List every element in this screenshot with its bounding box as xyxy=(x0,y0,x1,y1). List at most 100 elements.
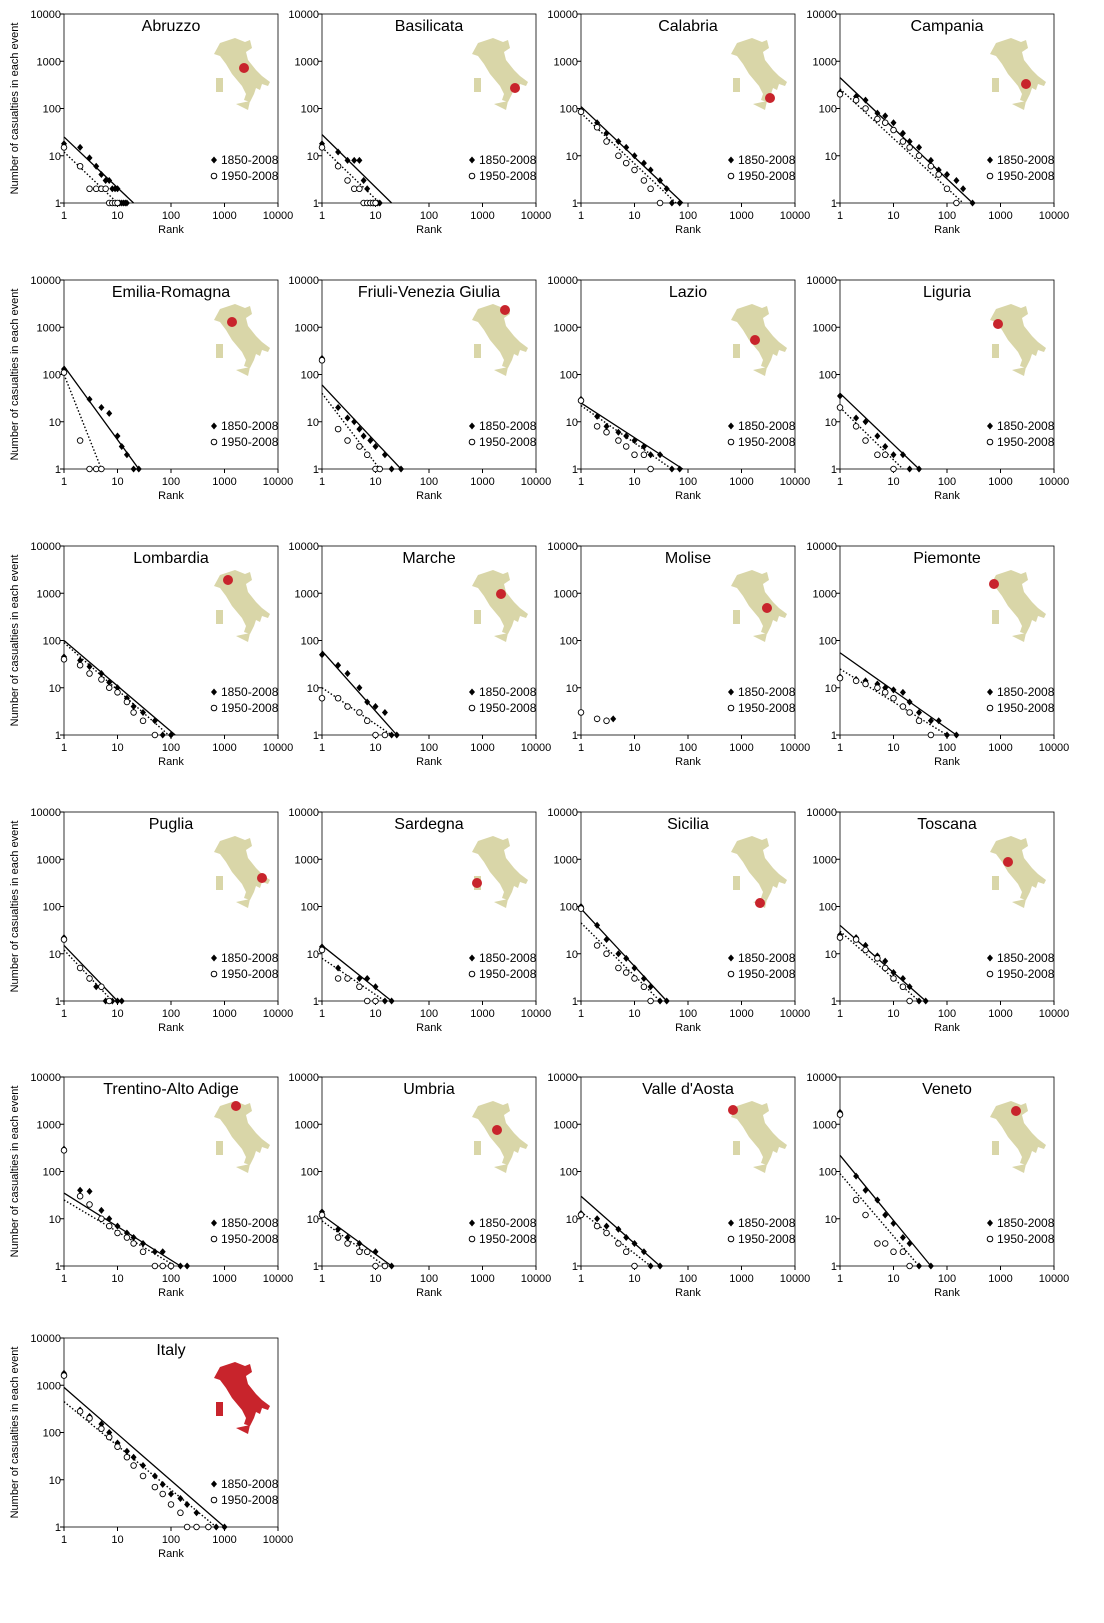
point xyxy=(874,432,881,440)
point xyxy=(318,144,326,151)
point xyxy=(177,1262,184,1270)
map-mainland xyxy=(990,304,1046,368)
y-tick-label: 10 xyxy=(566,417,578,429)
map-mainland xyxy=(990,38,1046,102)
point xyxy=(594,412,601,420)
panel: Italy 1 10 100 1000 10000 1 10 100 1000 10000 Rank N… xyxy=(9,1333,293,1560)
x-tick-label: 10 xyxy=(628,742,640,754)
point xyxy=(393,731,400,739)
y-tick-label: 1000 xyxy=(554,854,578,866)
fit-line xyxy=(63,1401,217,1528)
point xyxy=(668,465,675,473)
legend-label: 1850-2008 xyxy=(997,1216,1055,1230)
point xyxy=(193,1509,200,1517)
legend-label: 1950-2008 xyxy=(997,967,1055,981)
point xyxy=(381,1262,389,1270)
point xyxy=(86,154,93,162)
legend-marker xyxy=(727,1235,735,1243)
fit-line xyxy=(63,642,170,736)
fit-line xyxy=(839,407,904,470)
x-tick-label: 1000 xyxy=(470,1273,494,1285)
x-tick-label: 10000 xyxy=(1039,210,1070,222)
legend-label: 1850-2008 xyxy=(221,153,279,167)
fit-line xyxy=(580,402,684,470)
y-tick-label: 100 xyxy=(560,902,578,914)
x-tick-label: 10000 xyxy=(521,1273,552,1285)
point xyxy=(676,199,683,207)
point xyxy=(874,1240,881,1247)
x-tick-label: 10000 xyxy=(1039,742,1070,754)
point xyxy=(603,428,610,436)
legend-marker xyxy=(468,970,476,978)
x-tick-label: 1 xyxy=(319,1273,325,1285)
y-tick-label: 1000 xyxy=(813,1119,837,1131)
point xyxy=(890,1248,897,1256)
map-highlight xyxy=(223,575,233,585)
map-sardinia xyxy=(733,610,740,624)
x-tick-label: 100 xyxy=(420,1008,438,1020)
map-sicily xyxy=(753,101,767,110)
point xyxy=(874,684,881,692)
legend-label: 1850-2008 xyxy=(738,153,796,167)
point xyxy=(151,731,159,739)
point xyxy=(106,409,113,417)
legend-marker xyxy=(469,1219,475,1227)
point xyxy=(657,997,664,1005)
point xyxy=(335,404,342,412)
chart-title: Puglia xyxy=(149,816,194,833)
y-tick-label: 1 xyxy=(572,464,578,476)
point xyxy=(364,185,371,193)
point xyxy=(140,1462,147,1470)
y-tick-label: 1 xyxy=(572,198,578,210)
point xyxy=(916,708,923,716)
x-tick-label: 10000 xyxy=(263,1008,294,1020)
y-tick-label: 10 xyxy=(49,949,61,961)
x-axis-label: Rank xyxy=(158,490,184,502)
y-tick-label: 1 xyxy=(313,996,319,1008)
point xyxy=(899,983,907,991)
point xyxy=(603,1229,610,1237)
x-tick-label: 10000 xyxy=(780,476,811,488)
map-sicily xyxy=(494,101,508,110)
point xyxy=(151,1483,159,1491)
y-tick-label: 1000 xyxy=(37,854,61,866)
point xyxy=(76,661,84,669)
legend-label: 1950-2008 xyxy=(479,169,537,183)
legend-label: 1950-2008 xyxy=(221,967,279,981)
point xyxy=(130,465,137,473)
x-tick-label: 1000 xyxy=(470,476,494,488)
legend-label: 1950-2008 xyxy=(738,967,796,981)
y-tick-label: 1000 xyxy=(554,322,578,334)
point xyxy=(344,975,351,982)
y-tick-label: 10000 xyxy=(547,807,578,819)
point xyxy=(356,185,363,193)
legend-label: 1850-2008 xyxy=(997,951,1055,965)
y-tick-label: 1 xyxy=(831,996,837,1008)
point xyxy=(836,934,844,941)
map-sicily xyxy=(494,899,508,908)
map-highlight xyxy=(496,589,506,599)
legend-label: 1850-2008 xyxy=(479,153,537,167)
map-mainland xyxy=(214,1101,270,1165)
x-tick-label: 10 xyxy=(628,1273,640,1285)
legend-label: 1950-2008 xyxy=(738,169,796,183)
map-inset xyxy=(214,304,270,376)
x-tick-label: 10 xyxy=(111,1008,123,1020)
fit-line xyxy=(839,930,920,1002)
y-tick-label: 1 xyxy=(55,198,61,210)
map-sardinia xyxy=(733,876,740,890)
x-tick-label: 1000 xyxy=(988,210,1012,222)
point xyxy=(640,983,648,991)
point xyxy=(943,185,951,193)
y-tick-label: 10 xyxy=(307,1214,319,1226)
point xyxy=(139,717,147,725)
x-tick-label: 100 xyxy=(420,1273,438,1285)
x-tick-label: 100 xyxy=(679,742,697,754)
point xyxy=(899,974,906,982)
x-tick-label: 1000 xyxy=(212,1008,236,1020)
x-tick-label: 10000 xyxy=(521,476,552,488)
fit-line xyxy=(321,650,398,736)
point xyxy=(159,1490,166,1498)
point xyxy=(899,1234,906,1242)
point xyxy=(344,1240,351,1247)
